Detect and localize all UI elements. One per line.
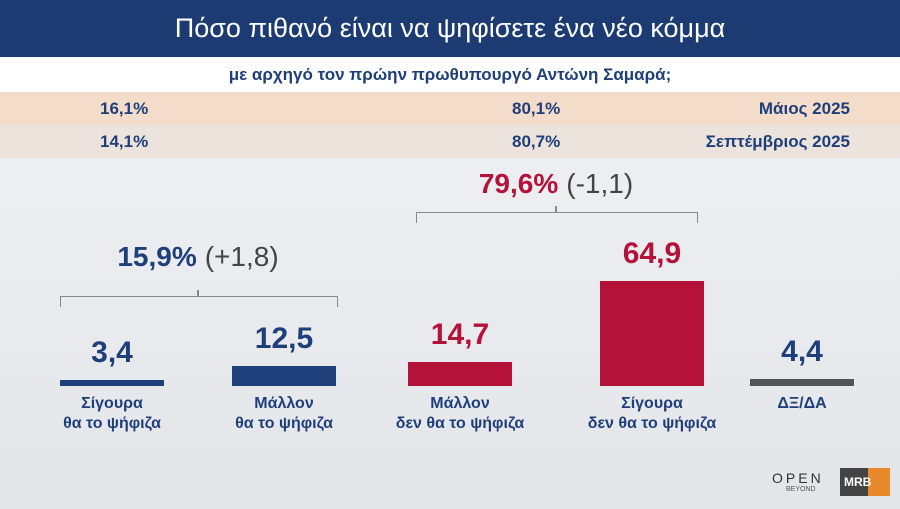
bar — [60, 380, 164, 386]
value-label: 4,4 — [781, 334, 823, 368]
comparison-row: 16,1% 80,1% Μάιος 2025 — [0, 92, 900, 125]
bar — [600, 281, 704, 386]
bracket-tip — [555, 206, 557, 212]
group-share: 79,6% — [478, 168, 559, 199]
logo-mrb: MRB — [840, 468, 890, 496]
bar — [408, 362, 512, 386]
bracket-tip — [197, 290, 199, 296]
logo-open: OPEN — [772, 470, 824, 486]
row-cell: 16,1% — [100, 99, 149, 118]
value-label: 3,4 — [91, 336, 133, 370]
logo-beyond: BEYOND — [786, 486, 816, 493]
group-change: (-1,1) — [566, 168, 634, 199]
category-label: Μάλλον δεν θα το ψήφιζα — [395, 395, 525, 432]
comparison-row: 14,1% 80,7% Σεπτέμβριος 2025 — [0, 125, 900, 158]
category-label: Σίγουρα θα το ψήφιζα — [63, 395, 161, 432]
row-cell: 14,1% — [100, 132, 149, 151]
bracket — [60, 296, 338, 307]
group-change: (+1,8) — [204, 241, 279, 272]
row-cell: Σεπτέμβριος 2025 — [705, 132, 850, 151]
bar — [232, 365, 336, 386]
value-label: 64,9 — [622, 237, 682, 270]
group-total: 79,6% (-1,1) — [406, 168, 706, 200]
category-label: Μάλλον θα το ψήφιζα — [235, 395, 333, 432]
category-label: ΔΞ/ΔΑ — [777, 395, 827, 412]
row-cell: Μάιος 2025 — [758, 99, 850, 118]
row-cell: 80,7% — [512, 132, 561, 151]
bar — [750, 378, 854, 386]
group-share: 15,9% — [117, 241, 197, 272]
row-cell: 80,1% — [512, 99, 561, 118]
value-label: 14,7 — [430, 318, 490, 352]
title: Πόσο πιθανό είναι να ψηφίσετε ένα νέο κό… — [0, 0, 900, 57]
category-label: Σίγουρα δεν θα το ψήφιζα — [587, 395, 717, 432]
group-total: 15,9% (+1,8) — [48, 241, 348, 273]
bracket — [416, 212, 698, 223]
value-label: 12,5 — [254, 321, 314, 355]
subtitle: με αρχηγό τον πρώην πρωθυπουργό Αντώνη Σ… — [0, 57, 900, 92]
